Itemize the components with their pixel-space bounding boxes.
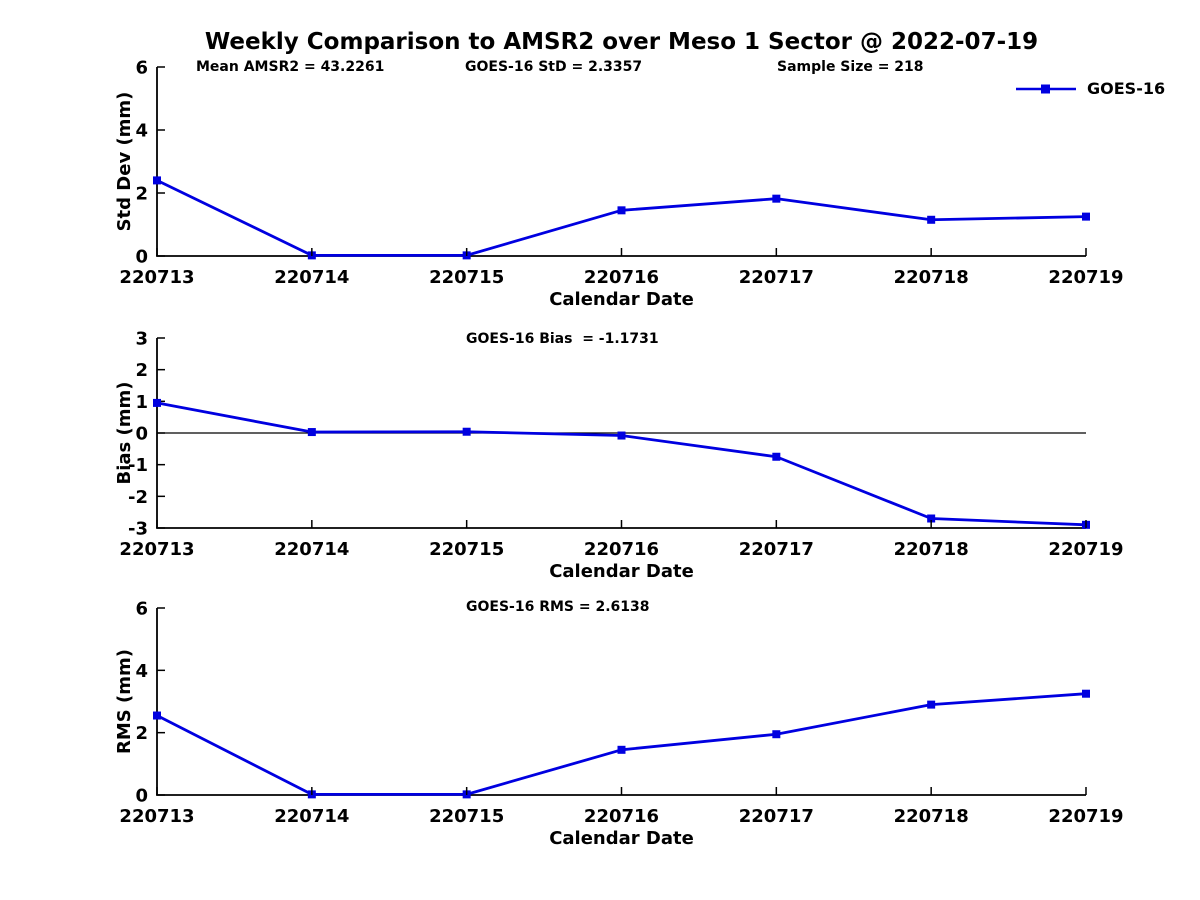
y-axis-title: Bias (mm) [114,382,135,485]
y-tick-label: 3 [135,329,148,350]
data-point-marker [1082,689,1090,698]
y-tick-label: 2 [135,360,148,381]
x-tick-label: 220719 [1048,806,1123,827]
x-tick-label: 220716 [584,267,659,288]
stat-goes16-rms: GOES-16 RMS = 2.6138 [466,599,650,615]
data-point-marker [772,730,781,739]
y-tick-label: 0 [135,786,148,807]
data-point-marker [927,215,936,224]
data-point-marker [927,514,936,523]
y-tick-label: -2 [128,487,148,508]
legend-marker [1041,84,1050,93]
data-line [156,401,1087,527]
x-tick-label: 220714 [274,267,349,288]
x-tick-label: 220713 [119,267,194,288]
x-tick-label: 220719 [1048,539,1123,560]
stat-goes16-bias: GOES-16 Bias = -1.1731 [466,331,659,347]
x-axis-title: Calendar Date [549,561,694,582]
y-tick-label: 4 [135,121,148,142]
y-tick-label: 6 [135,58,148,79]
x-axis-title: Calendar Date [549,289,694,310]
stat-goes16-std: GOES-16 StD = 2.3357 [465,59,643,75]
x-tick-label: 220713 [119,539,194,560]
x-tick-label: 220718 [894,267,969,288]
x-tick-label: 220718 [894,806,969,827]
x-tick-label: 220716 [584,806,659,827]
y-tick-label: 0 [135,424,148,445]
figure-title: Weekly Comparison to AMSR2 over Meso 1 S… [204,29,1039,55]
data-point-marker [307,428,316,437]
data-point-marker [617,431,626,440]
data-point-marker [772,194,781,203]
x-tick-label: 220713 [119,806,194,827]
stat-mean-amsr2: Mean AMSR2 = 43.2261 [196,59,385,75]
x-tick-label: 220714 [274,539,349,560]
stat-sample-size: Sample Size = 218 [777,59,924,75]
x-tick-label: 220716 [584,539,659,560]
data-line [156,179,1087,257]
x-tick-label: 220717 [739,539,814,560]
y-axis-title: RMS (mm) [114,649,135,754]
y-tick-label: 2 [135,723,148,744]
data-point-marker [772,452,781,461]
data-point-marker [1082,212,1090,221]
x-tick-label: 220718 [894,539,969,560]
legend-label: GOES-16 [1087,79,1166,98]
data-point-marker [462,427,471,436]
x-tick-label: 220715 [429,267,504,288]
data-point-marker [927,700,936,709]
y-tick-label: -3 [128,519,148,540]
x-tick-label: 220715 [429,539,504,560]
y-tick-label: 1 [135,392,148,413]
data-line [156,692,1087,796]
y-tick-label: 0 [135,247,148,268]
data-point-marker [153,176,161,185]
legend-line-marker-icon [1016,84,1076,93]
data-point-marker [617,206,626,215]
x-tick-label: 220717 [739,806,814,827]
y-tick-label: 2 [135,184,148,205]
y-axis-title: Std Dev (mm) [114,92,135,232]
data-point-marker [153,711,161,720]
legend: GOES-16 [1014,79,1165,98]
x-tick-label: 220717 [739,267,814,288]
x-axis-title: Calendar Date [549,828,694,849]
x-tick-label: 220719 [1048,267,1123,288]
data-point-marker [617,745,626,754]
y-tick-label: 4 [135,661,148,682]
data-point-marker [153,398,161,407]
y-tick-label: -1 [128,455,148,476]
y-tick-label: 6 [135,599,148,620]
x-tick-label: 220714 [274,806,349,827]
x-tick-label: 220715 [429,806,504,827]
